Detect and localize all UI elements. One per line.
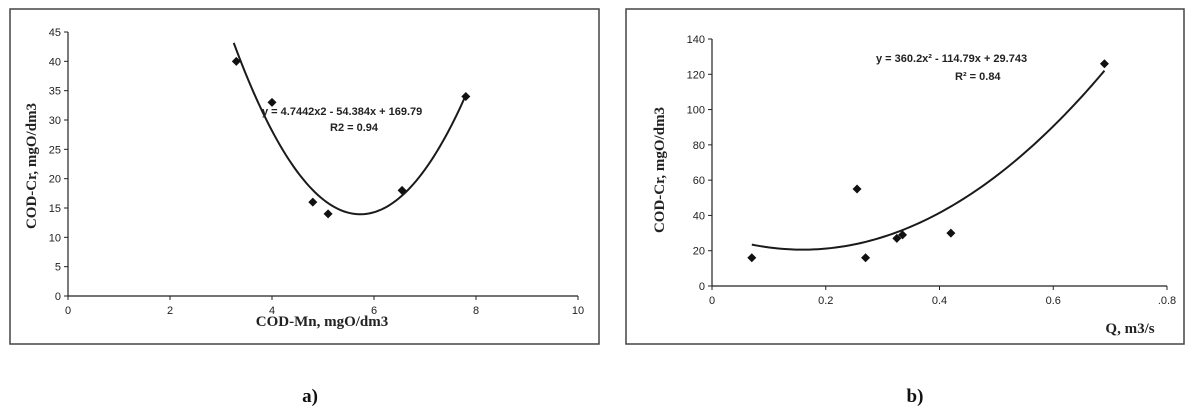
chart-a-axes	[67, 32, 578, 297]
chart-a-r2: R2 = 0.94	[330, 122, 379, 134]
a-y-tick-label: 15	[49, 203, 61, 215]
chart-b-points	[747, 59, 1109, 263]
panel-label-a: a)	[302, 386, 318, 407]
a-data-point	[308, 197, 318, 207]
a-y-tick-label: 45	[49, 27, 61, 39]
chart-a-frame	[9, 8, 600, 345]
a-y-tick-label: 20	[49, 174, 61, 186]
chart-b-x-label: Q, m3/s	[1105, 321, 1154, 337]
a-data-point	[231, 56, 241, 66]
b-y-tick-label: 60	[693, 175, 705, 187]
b-data-point	[946, 228, 956, 238]
a-data-point	[267, 97, 277, 107]
b-y-tick-label: 40	[693, 210, 705, 222]
b-data-point	[852, 184, 862, 194]
chart-a-equation: y = 4.7442x2 - 54.384x + 169.79	[262, 106, 422, 118]
a-data-point	[323, 209, 333, 219]
a-x-tick-label: 10	[572, 305, 584, 317]
a-y-tick-label: 30	[49, 115, 61, 127]
chart-b-y-label: COD-Cr, mgO/dm3	[652, 107, 668, 233]
a-x-tick-label: 0	[65, 305, 71, 317]
b-data-point	[898, 230, 908, 240]
b-y-tick-label: 0	[699, 281, 705, 293]
a-y-tick-label: 5	[55, 262, 61, 274]
chart-a-points	[231, 56, 471, 219]
a-data-point	[461, 92, 471, 102]
a-x-tick-label: 6	[371, 305, 377, 317]
b-data-point	[1099, 59, 1109, 69]
panel-label-b: b)	[907, 386, 924, 407]
b-y-tick-label: 100	[687, 105, 705, 117]
b-y-tick-label: 120	[687, 69, 705, 81]
a-y-tick-label: 25	[49, 144, 61, 156]
chart-b: 0 20 40 60 80 100 120 140 0 0.2 0.4 0.6 .0.8 y = 36…	[625, 8, 1185, 345]
b-x-tick-label: 0.2	[818, 295, 833, 307]
chart-a-x-label: COD-Mn, mgO/dm3	[256, 314, 389, 330]
b-x-tick-label: .0.8	[1158, 295, 1176, 307]
a-x-tick-label: 2	[167, 305, 173, 317]
b-y-tick-label: 20	[693, 246, 705, 258]
chart-b-trendline	[751, 70, 1106, 251]
a-y-tick-label: 35	[49, 86, 61, 98]
chart-a-x-ticks: 0 2 4 6 8 10	[65, 296, 584, 317]
chart-b-frame	[625, 8, 1185, 345]
b-data-point	[861, 253, 871, 263]
chart-a-y-ticks: 0 5 10 15 20 25 30 35 40 45	[49, 27, 68, 303]
a-x-tick-label: 8	[473, 305, 479, 317]
b-x-tick-label: 0	[709, 295, 715, 307]
chart-b-equation: y = 360.2x² - 114.79x + 29.743	[876, 53, 1027, 65]
chart-b-y-ticks: 0 20 40 60 80 100 120 140	[687, 34, 712, 293]
a-y-tick-label: 0	[55, 291, 61, 303]
a-x-tick-label: 4	[269, 305, 275, 317]
b-data-point	[747, 253, 757, 263]
b-x-tick-label: 0.4	[932, 295, 947, 307]
chart-a-y-label: COD-Cr, mgO/dm3	[24, 103, 40, 229]
chart-b-r2: R² = 0.84	[955, 71, 1001, 83]
b-y-tick-label: 80	[693, 140, 705, 152]
a-y-tick-label: 40	[49, 56, 61, 68]
a-y-tick-label: 10	[49, 232, 61, 244]
b-x-tick-label: 0.6	[1046, 295, 1061, 307]
chart-a: 0 5 10 15 20 25 30 35 40 45 0 2 4 6 8 10 y = 4.7442x2 …	[9, 8, 600, 345]
chart-b-x-ticks: 0 0.2 0.4 0.6 .0.8	[709, 286, 1176, 307]
chart-a-trendline	[232, 42, 467, 216]
b-data-point	[892, 233, 902, 243]
b-y-tick-label: 140	[687, 34, 705, 46]
a-data-point	[397, 185, 407, 195]
